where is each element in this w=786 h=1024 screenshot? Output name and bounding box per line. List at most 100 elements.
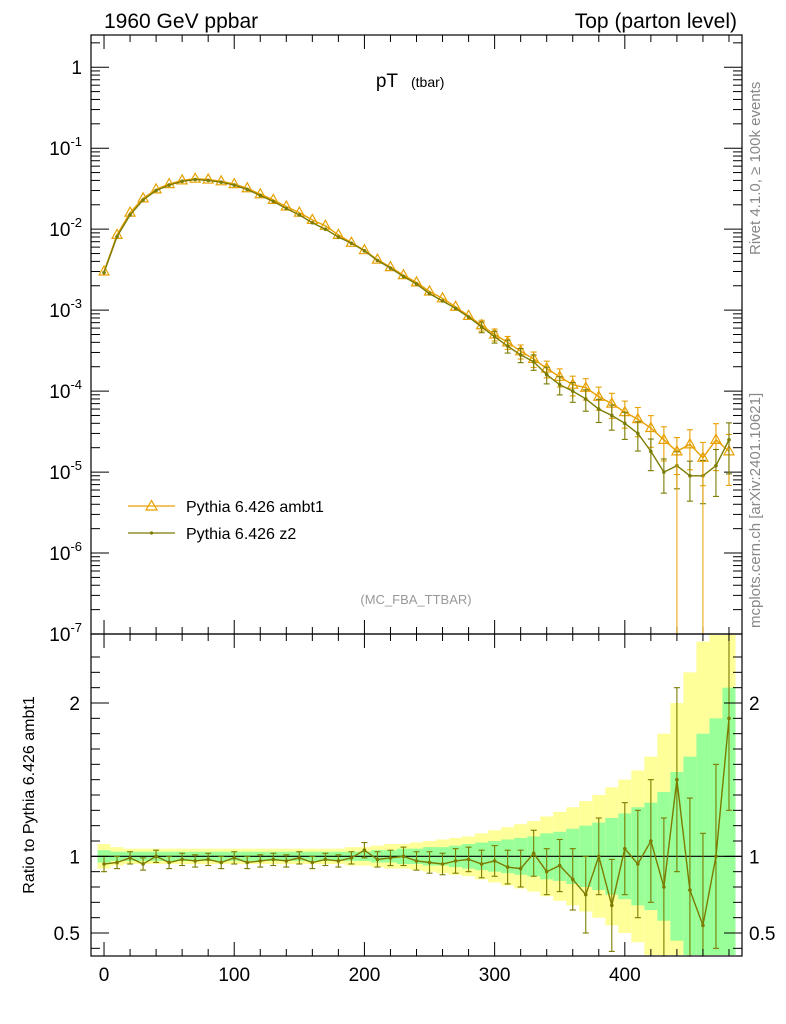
series-point [375, 258, 380, 263]
main-y-tick-label: 10-1 [49, 134, 82, 160]
main-y-tick-label: 10-3 [49, 296, 82, 322]
series-point [649, 449, 653, 454]
ratio-point [479, 862, 484, 866]
series-point [193, 177, 197, 182]
x-tick-label: 400 [609, 965, 641, 986]
main-y-tick-label: 10-5 [49, 458, 82, 484]
ratio-point [310, 860, 315, 865]
ratio-point [453, 859, 458, 863]
series-point [583, 397, 588, 401]
series-point [531, 360, 536, 364]
ratio-point [336, 859, 341, 863]
series-point [440, 299, 445, 303]
series-point [362, 249, 367, 253]
series-point [271, 199, 276, 204]
series-point [727, 438, 731, 442]
ratio-point [440, 862, 445, 866]
series-point [453, 306, 458, 311]
series-point [241, 181, 254, 193]
ratio-y-tick-label: 0.5 [54, 924, 80, 945]
ratio-point [557, 863, 562, 868]
ratio-point [583, 892, 588, 897]
series-point [636, 431, 640, 436]
main-frame [90, 34, 743, 635]
series-point [623, 421, 627, 426]
series-point [228, 177, 241, 189]
series-point [505, 344, 510, 348]
ratio-uncertainty-bands [91, 635, 742, 955]
series-point [206, 178, 210, 183]
ratio-point [505, 865, 510, 869]
ratio-point [675, 777, 679, 782]
series-point [310, 220, 315, 225]
series-point [115, 234, 119, 239]
series-point [167, 183, 171, 187]
ratio-point [662, 885, 666, 889]
series-point [657, 433, 670, 444]
ratio-point [727, 716, 731, 721]
series-point [336, 235, 341, 239]
main-y-tick-label: 10-2 [49, 215, 82, 241]
main-axis-ticks [91, 35, 742, 635]
header-left: 1960 GeV ppbar [104, 10, 258, 33]
series-point [518, 353, 523, 357]
ratio-point [714, 854, 718, 859]
legend: Pythia 6.426 ambt1 Pythia 6.426 z2 [128, 499, 324, 543]
legend-label-ambt1: Pythia 6.426 ambt1 [186, 499, 324, 516]
ratio-point [232, 856, 237, 860]
series-point [427, 291, 432, 296]
ratio-point [141, 862, 145, 866]
ratio-point [466, 857, 471, 862]
series-point [709, 433, 722, 444]
ratio-x-tick-labels: 0 100 200 300 400 [99, 965, 641, 986]
series-point [401, 274, 406, 279]
series-point [180, 179, 184, 184]
series-point [102, 270, 106, 275]
series-point [219, 180, 223, 185]
legend-entry-z2: Pythia 6.426 z2 [128, 526, 296, 543]
ratio-point [102, 862, 106, 866]
ratio-point [128, 856, 132, 860]
legend-label-z2: Pythia 6.426 z2 [186, 526, 296, 543]
side-label-top: Rivet 4.1.0, ≥ 100k events [747, 82, 764, 255]
series-point [202, 172, 215, 184]
ratio-frame [90, 633, 743, 957]
series-point [596, 407, 601, 411]
series-point [128, 213, 132, 217]
main-panel: 10-710-610-510-410-310-210-11 pT (tbar) … [49, 34, 743, 646]
ratio-point [414, 859, 419, 863]
ratio-y-axis-label: Ratio to Pythia 6.426 ambt1 [21, 696, 38, 894]
ratio-point [245, 860, 250, 865]
series-point [644, 421, 657, 433]
ratio-y-tick-labels: 0.5 0.5 1 1 2 2 [54, 694, 776, 945]
ratio-point [206, 857, 210, 862]
ratio-point [180, 857, 184, 862]
ratio-point [271, 857, 276, 862]
watermark: (MC_FBA_TTBAR) [360, 592, 471, 607]
ratio-y-tick-label-right: 1 [749, 847, 760, 868]
series-point [449, 300, 462, 311]
main-y-tick-label: 1 [71, 58, 82, 79]
series-point [163, 177, 176, 189]
ratio-y-tick-label-right: 0.5 [749, 924, 775, 945]
ratio-point [427, 860, 432, 865]
ratio-point [531, 851, 536, 856]
ratio-point [258, 859, 263, 863]
series-point [714, 463, 718, 468]
header-right: Top (parton level) [575, 10, 737, 33]
ratio-point [544, 869, 549, 874]
series-point [98, 264, 111, 276]
ratio-point [636, 862, 640, 866]
ratio-y-tick-label: 2 [69, 694, 80, 715]
series-point [570, 389, 575, 393]
ratio-series-layer [101, 633, 732, 957]
series-point [544, 372, 549, 377]
main-subtitle: (tbar) [411, 74, 444, 90]
ratio-point [362, 848, 367, 852]
series-point [215, 174, 228, 186]
ratio-point [375, 857, 380, 862]
main-series-layer [98, 171, 735, 634]
series-point [245, 187, 250, 192]
series-point [154, 188, 158, 193]
